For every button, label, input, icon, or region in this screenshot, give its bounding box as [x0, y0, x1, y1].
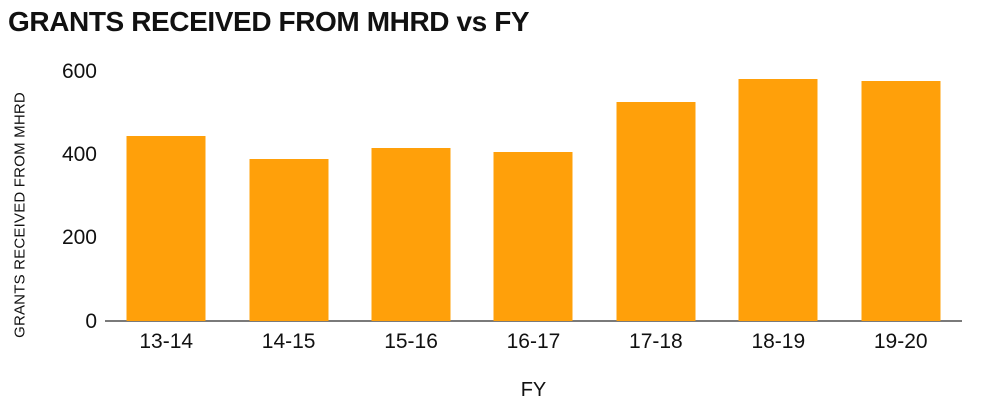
bar-group: 14-15: [227, 60, 349, 353]
x-axis-title: FY: [520, 379, 547, 401]
bar: [126, 135, 206, 321]
y-tick-label: 600: [61, 59, 97, 83]
x-tick-label: 14-15: [261, 330, 316, 353]
bar: [738, 79, 818, 321]
bar-group: 17-18: [595, 60, 717, 353]
bar: [616, 102, 696, 321]
y-tick-label: 0: [85, 309, 97, 333]
chart-title: GRANTS RECEIVED FROM MHRD vs FY: [8, 6, 530, 37]
x-tick-label: 19-20: [873, 330, 928, 353]
bar-group: 18-19: [717, 60, 839, 353]
x-tick-label: 18-19: [751, 330, 806, 353]
bar: [861, 81, 941, 321]
x-tick-label: 13-14: [139, 330, 194, 353]
bar-group: 19-20: [840, 60, 962, 353]
bar-group: 15-16: [350, 60, 472, 353]
bar: [493, 152, 573, 321]
bar-group: 13-14: [105, 60, 227, 353]
bar: [249, 158, 329, 321]
x-axis-line: [105, 320, 962, 322]
y-tick-label: 400: [61, 142, 97, 166]
y-axis-title: GRANTS RECEIVED FROM MHRD: [11, 92, 29, 338]
x-tick-label: 16-17: [506, 330, 561, 353]
x-tick-label: 15-16: [384, 330, 438, 353]
bar: [371, 148, 451, 321]
bar-group: 16-17: [472, 60, 594, 353]
y-tick-label: 200: [61, 226, 97, 250]
x-tick-label: 17-18: [629, 330, 683, 353]
plot-area: 13-14 14-15 15-16 16-17 17-18 18-19 19-20: [105, 60, 962, 353]
